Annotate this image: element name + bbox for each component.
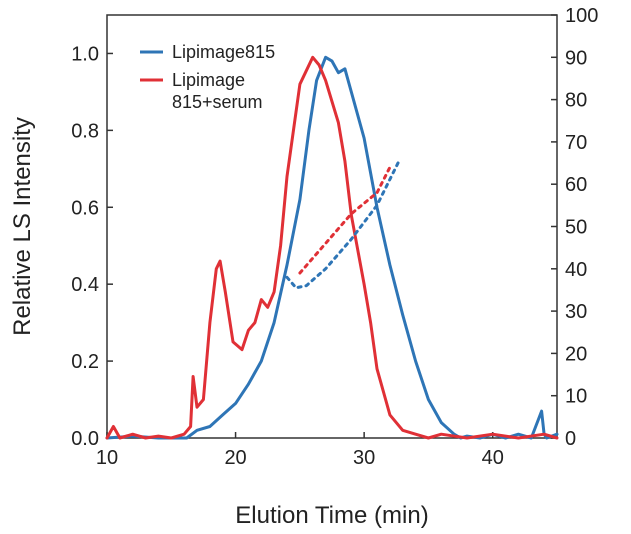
x-tick-label: 30 xyxy=(353,447,375,469)
y-tick-label: 1.0 xyxy=(71,43,99,65)
y2-tick-label: 90 xyxy=(565,47,587,69)
series-line-1 xyxy=(105,55,559,440)
series-line-0 xyxy=(105,55,559,440)
y2-tick-label: 80 xyxy=(565,90,587,112)
x-axis-title: Elution Time (min) xyxy=(235,502,428,529)
y-tick-label: 0.6 xyxy=(71,197,99,219)
x-tick-label: 40 xyxy=(482,447,504,469)
y-tick-label: 0.0 xyxy=(71,428,99,450)
series-layer xyxy=(105,55,559,440)
y-tick-label: 0.4 xyxy=(71,274,99,296)
x-tick-label: 10 xyxy=(96,447,118,469)
series-line-2 xyxy=(285,157,402,290)
x-tick-label: 20 xyxy=(224,447,246,469)
y2-tick-label: 40 xyxy=(565,259,587,281)
y2-tick-label: 70 xyxy=(565,132,587,154)
y2-tick-label: 50 xyxy=(565,217,587,239)
series-line-3 xyxy=(298,165,392,275)
legend-label: Lipimage815 xyxy=(172,42,275,62)
legend-label: Lipimage xyxy=(172,70,245,90)
legend-label: 815+serum xyxy=(172,92,263,112)
axis-ticks: 10 20 30 40 0.0 0.2 0.4 0.6 0.8 1.0 0 10 20 30 40 50 60 7… xyxy=(71,5,598,469)
y-tick-label: 0.8 xyxy=(71,120,99,142)
y2-tick-label: 100 xyxy=(565,5,598,27)
y2-tick-label: 20 xyxy=(565,343,587,365)
legend: Lipimage815 Lipimage815+serum xyxy=(140,42,275,112)
y2-tick-label: 60 xyxy=(565,174,587,196)
y2-tick-label: 0 xyxy=(565,428,576,450)
y2-tick-label: 10 xyxy=(565,386,587,408)
y2-tick-label: 30 xyxy=(565,301,587,323)
y-tick-label: 0.2 xyxy=(71,351,99,373)
y-axis-title: Relative LS Intensity xyxy=(9,117,36,336)
